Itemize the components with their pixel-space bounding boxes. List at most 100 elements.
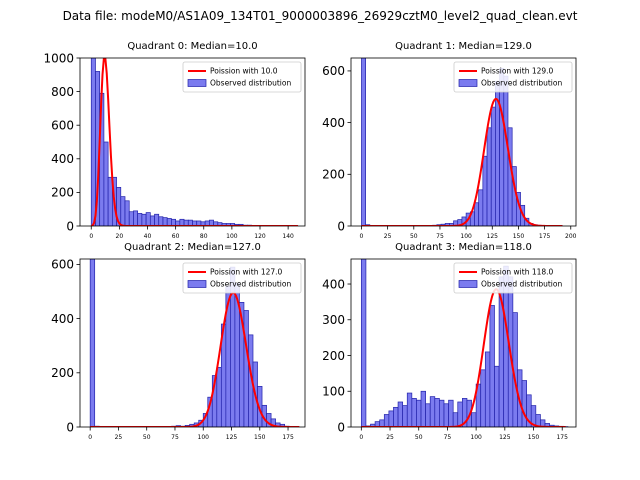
quadrant-3-panel: Quadrant 3: Median=118.0 0 100 200 300 400 0 25… [322, 242, 577, 441]
histogram-bar [388, 410, 394, 427]
histogram-bar [128, 211, 134, 226]
histogram-bar [416, 399, 422, 427]
x-tick-label: 150 [528, 434, 540, 441]
axes-frame [350, 258, 577, 428]
y-tick-label: 600 [51, 258, 74, 272]
histogram-bar [179, 218, 185, 226]
histogram-bar [482, 155, 488, 226]
histogram-bar [149, 215, 155, 226]
legend-curve-label: Poission with 118.0 [481, 268, 554, 277]
x-tick-label: 50 [410, 233, 418, 240]
legend-box [453, 262, 573, 294]
y-tick-label: 300 [322, 313, 345, 327]
poisson-curve [90, 291, 300, 427]
histogram-bar [507, 127, 513, 226]
legend: Poission with 127.0 Observed distribution [182, 262, 302, 294]
histogram-bar [452, 412, 459, 427]
histogram-bar [480, 369, 486, 427]
x-tick-label: 100 [460, 233, 472, 240]
histogram-bar [429, 396, 436, 427]
axes-frame [79, 57, 306, 227]
histogram-bar [471, 412, 477, 427]
histogram-bar [145, 212, 151, 226]
legend-hist-swatch [187, 79, 207, 87]
y-tick-label: 200 [51, 186, 74, 200]
histogram-bar [411, 398, 417, 427]
histogram-bar [166, 218, 172, 226]
y-tick-label: 0 [66, 420, 74, 434]
histogram-bar [141, 213, 147, 226]
x-tick-label: 0 [88, 434, 92, 441]
legend-hist-label: Observed distribution [481, 79, 562, 88]
y-tick-label: 400 [51, 152, 74, 166]
x-tick-label: 0 [360, 233, 364, 240]
legend-box [182, 262, 302, 294]
x-tick-label: 175 [556, 434, 568, 441]
x-tick-label: 60 [172, 233, 180, 240]
quadrant-2-panel: Quadrant 2: Median=127.0 0 200 400 600 0 25 50 7… [51, 242, 306, 441]
legend: Poission with 10.0 Observed distribution [182, 61, 302, 93]
y-tick-label: 400 [322, 277, 345, 291]
legend-hist-swatch [187, 280, 207, 288]
y-tick-label: 0 [66, 219, 74, 233]
histogram-bar [162, 217, 168, 226]
histogram-bar [103, 141, 109, 226]
histogram-bar [243, 310, 249, 427]
x-tick-label: 175 [282, 434, 294, 441]
y-tick-label: 600 [51, 119, 74, 133]
histogram-bar [490, 106, 496, 226]
x-tick-label: 125 [499, 434, 511, 441]
x-tick-label: 175 [539, 233, 551, 240]
x-tick-label: 125 [487, 233, 499, 240]
x-tick-label: 0 [89, 233, 93, 240]
histogram-bar [425, 403, 431, 427]
x-tick-label: 150 [254, 434, 266, 441]
legend-hist-swatch [458, 79, 478, 87]
histogram-bar [383, 414, 390, 427]
histogram-bar [457, 401, 463, 427]
histogram-bar [521, 380, 527, 427]
legend-hist-label: Observed distribution [210, 280, 291, 289]
x-tick-label: 75 [444, 434, 452, 441]
quadrant-0-panel: Quadrant 0: Median=10.002004006008001000… [43, 41, 306, 240]
histogram-bar [89, 259, 96, 427]
poisson-curve [361, 97, 563, 226]
legend-curve-label: Poission with 127.0 [210, 268, 283, 277]
axes-frame [79, 258, 306, 428]
histogram-bar [489, 305, 495, 427]
histogram-bar [107, 176, 113, 226]
x-tick-label: 200 [565, 233, 577, 240]
x-tick-label: 150 [513, 233, 525, 240]
x-tick-label: 100 [226, 233, 238, 240]
panel-title: Quadrant 3: Median=118.0 [395, 242, 532, 253]
histogram-bar [434, 398, 440, 427]
histogram-bar [171, 218, 176, 226]
x-tick-label: 100 [470, 434, 482, 441]
legend-curve-label: Poission with 129.0 [481, 67, 554, 76]
histogram-bar [379, 419, 385, 427]
y-tick-label: 400 [51, 312, 74, 326]
legend-hist-label: Observed distribution [481, 280, 562, 289]
x-tick-label: 40 [144, 233, 152, 240]
legend: Poission with 129.0 Observed distribution [453, 61, 573, 93]
x-tick-label: 25 [115, 434, 123, 441]
x-tick-label: 80 [200, 233, 208, 240]
y-tick-label: 400 [322, 116, 345, 130]
legend-box [453, 61, 573, 93]
legend: Poission with 118.0 Observed distribution [453, 262, 573, 294]
poisson-curve [361, 288, 566, 427]
x-tick-label: 125 [226, 434, 238, 441]
histogram-bar [439, 399, 445, 427]
y-tick-label: 200 [51, 366, 74, 380]
histogram-bar [216, 367, 222, 427]
histogram-bar [124, 200, 130, 226]
histogram-bar [402, 405, 408, 427]
histogram-bar [360, 259, 367, 427]
histogram-bar [397, 401, 404, 427]
histogram-bar [406, 392, 413, 427]
histogram-bar [420, 390, 426, 427]
panel-title: Quadrant 1: Median=129.0 [395, 41, 532, 52]
histogram-bar [133, 210, 139, 226]
histogram-bar [484, 351, 491, 427]
panel-title: Quadrant 2: Median=127.0 [124, 242, 261, 253]
